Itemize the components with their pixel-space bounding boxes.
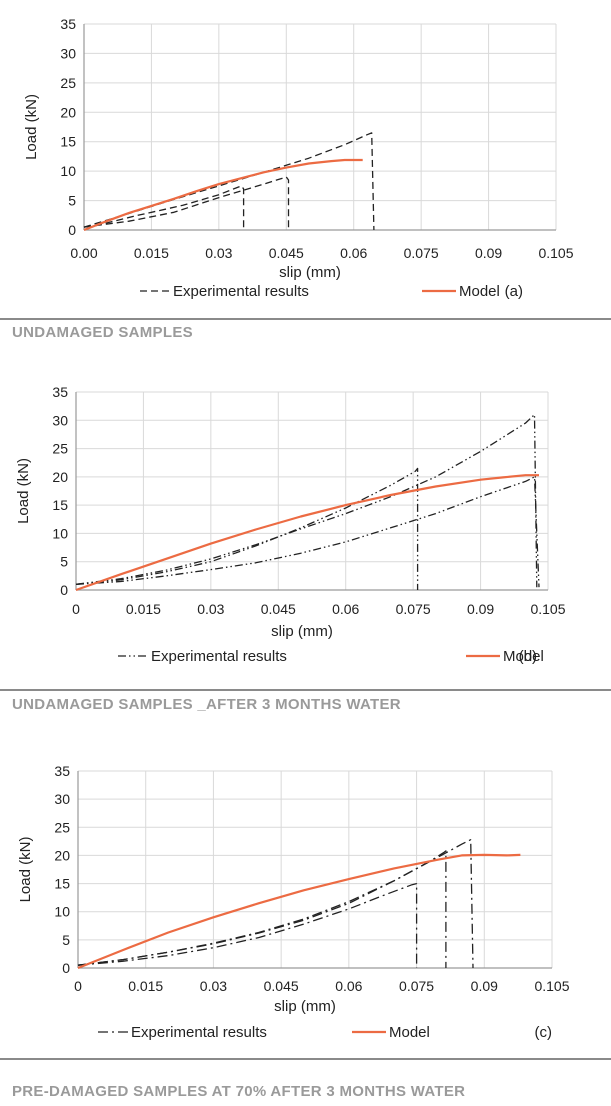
x-tick-label: 0.105 [530, 601, 565, 617]
y-tick-label: 30 [60, 45, 76, 61]
x-tick-label: 0.075 [396, 601, 431, 617]
x-axis-title: slip (mm) [274, 998, 336, 1015]
y-axis-title: Load (kN) [17, 837, 34, 903]
section-title: UNDAMAGED SAMPLES [12, 324, 193, 341]
x-tick-label: 0.075 [399, 978, 434, 994]
legend: Experimental results Model [98, 1024, 430, 1041]
panel-label: (b) [519, 648, 537, 665]
y-tick-label: 25 [52, 441, 68, 457]
y-tick-label: 0 [68, 222, 76, 238]
y-tick-label: 5 [60, 554, 68, 570]
y-tick-label: 25 [60, 75, 76, 91]
panel-label: (c) [535, 1024, 553, 1041]
y-tick-label: 20 [54, 847, 70, 863]
y-axis-title: Load (kN) [15, 458, 32, 524]
x-tick-label: 0.105 [534, 978, 569, 994]
x-tick-label: 0.015 [126, 601, 161, 617]
x-tick-label: 0.06 [332, 601, 359, 617]
legend-label-experimental: Experimental results [151, 648, 287, 665]
series-line-experimental-3 [77, 839, 474, 969]
x-axis-title: slip (mm) [279, 264, 341, 281]
x-tick-label: 0.03 [205, 245, 232, 261]
series-line-experimental-1 [77, 882, 418, 968]
y-tick-label: 10 [52, 525, 68, 541]
y-tick-label: 5 [62, 932, 70, 948]
y-tick-label: 0 [62, 960, 70, 976]
y-tick-label: 35 [54, 763, 70, 779]
y-tick-label: 15 [54, 876, 70, 892]
y-axis-title: Load (kN) [23, 94, 40, 160]
series-line-model [83, 158, 363, 232]
series-line-experimental-3 [75, 476, 540, 588]
x-tick-label: 0.045 [269, 245, 304, 261]
chart-panel-a: 0 5 10 15 20 25 30 35 0.00 0.015 0.03 0.045 0.06 0.07… [0, 16, 611, 341]
legend-label-model: Model [459, 283, 500, 300]
x-tick-label: 0.075 [404, 245, 439, 261]
y-tick-label: 0 [60, 582, 68, 598]
series-line-model [77, 853, 521, 970]
y-tick-label: 15 [60, 134, 76, 150]
x-tick-label: 0.06 [335, 978, 362, 994]
series-line-experimental-1 [83, 185, 245, 230]
legend-label-model: Model [389, 1024, 430, 1041]
x-tick-label: 0.015 [134, 245, 169, 261]
x-tick-label: 0.105 [538, 245, 573, 261]
chart-panel-b: 0 5 10 15 20 25 30 35 0 0.015 0.03 0.045 0.06 0.075 0.… [0, 384, 611, 713]
panel-label: (a) [505, 283, 523, 300]
y-tick-label: 10 [60, 163, 76, 179]
legend-label-experimental: Experimental results [173, 283, 309, 300]
y-tick-label: 35 [52, 384, 68, 400]
series-line-experimental-1 [75, 467, 419, 590]
x-tick-label: 0.00 [70, 245, 97, 261]
x-axis-title: slip (mm) [271, 623, 333, 640]
y-tick-label: 35 [60, 16, 76, 32]
x-tick-label: 0 [74, 978, 82, 994]
x-tick-label: 0.045 [261, 601, 296, 617]
y-tick-label: 10 [54, 904, 70, 920]
y-tick-label: 15 [52, 497, 68, 513]
legend-label-experimental: Experimental results [131, 1024, 267, 1041]
legend: Experimental results Model [118, 648, 544, 665]
y-tick-label: 25 [54, 819, 70, 835]
x-tick-label: 0.03 [197, 601, 224, 617]
x-tick-label: 0.06 [340, 245, 367, 261]
y-tick-label: 30 [52, 412, 68, 428]
y-tick-label: 20 [52, 469, 68, 485]
legend-label-model: Model [503, 648, 544, 665]
x-tick-label: 0.045 [264, 978, 299, 994]
series-line-model [75, 474, 539, 592]
section-title: PRE-DAMAGED SAMPLES AT 70% AFTER 3 MONTH… [12, 1083, 465, 1100]
x-tick-label: 0.09 [467, 601, 494, 617]
series-line-experimental-2 [75, 413, 538, 588]
x-tick-label: 0 [72, 601, 80, 617]
legend: Experimental results Model [140, 283, 500, 300]
x-tick-label: 0.09 [475, 245, 502, 261]
x-tick-label: 0.015 [128, 978, 163, 994]
series-line-experimental-2 [83, 176, 290, 230]
y-tick-label: 30 [54, 791, 70, 807]
x-tick-label: 0.03 [200, 978, 227, 994]
section-title: UNDAMAGED SAMPLES _AFTER 3 MONTHS WATER [12, 696, 401, 713]
x-tick-label: 0.09 [471, 978, 498, 994]
y-tick-label: 20 [60, 104, 76, 120]
y-tick-label: 5 [68, 193, 76, 209]
chart-panel-c: 0 5 10 15 20 25 30 35 0 0.015 0.03 0.045 0.06 0.075 0.… [0, 763, 611, 1100]
